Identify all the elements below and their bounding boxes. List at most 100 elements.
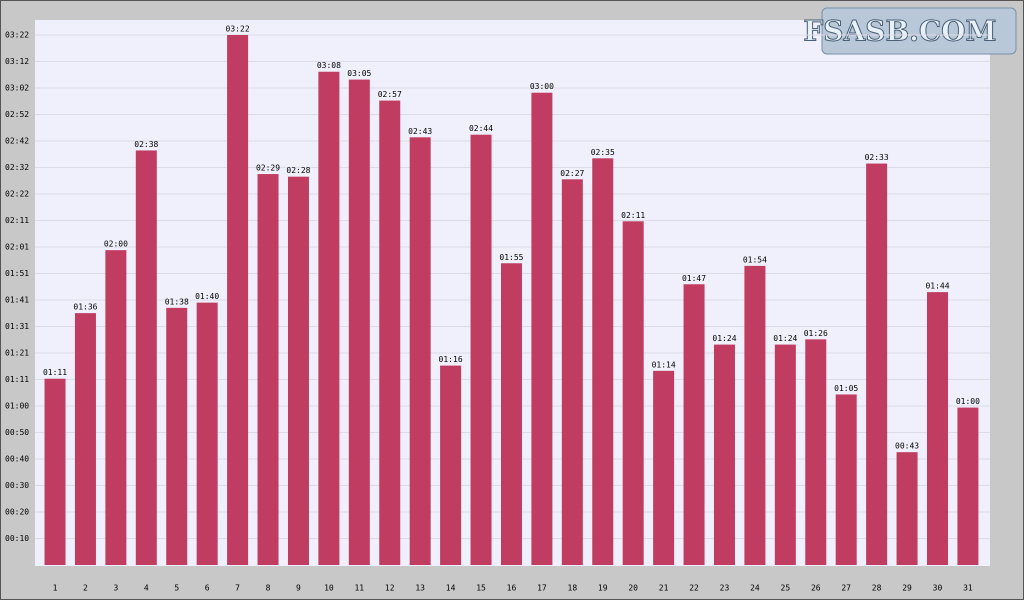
bar <box>866 163 888 565</box>
y-tick-label: 01:11 <box>5 375 29 384</box>
value-label: 02:27 <box>560 169 584 178</box>
y-tick-label: 01:00 <box>5 402 29 411</box>
value-label: 01:00 <box>956 397 980 406</box>
bar <box>926 292 948 565</box>
bar <box>805 339 827 565</box>
y-tick-label: 02:11 <box>5 216 29 225</box>
y-tick-label: 00:50 <box>5 428 29 437</box>
y-tick-label: 01:31 <box>5 322 29 331</box>
value-label: 01:24 <box>712 334 736 343</box>
x-tick-label: 22 <box>689 584 699 593</box>
bar <box>561 179 583 565</box>
x-tick-label: 1 <box>53 584 58 593</box>
value-label: 02:38 <box>134 140 158 149</box>
x-tick-label: 5 <box>174 584 179 593</box>
x-tick-label: 26 <box>811 584 821 593</box>
x-tick-label: 28 <box>872 584 882 593</box>
value-label: 01:36 <box>73 303 97 312</box>
y-tick-label: 01:51 <box>5 269 29 278</box>
x-tick-label: 15 <box>476 584 486 593</box>
x-tick-label: 17 <box>537 584 547 593</box>
y-tick-label: 00:30 <box>5 481 29 490</box>
bar <box>835 394 857 565</box>
value-label: 01:11 <box>43 368 67 377</box>
y-tick-label: 00:40 <box>5 455 29 464</box>
x-tick-label: 3 <box>113 584 118 593</box>
value-label: 02:29 <box>256 164 280 173</box>
value-label: 03:22 <box>226 25 250 34</box>
x-tick-label: 10 <box>324 584 334 593</box>
x-tick-label: 19 <box>598 584 608 593</box>
value-label: 02:33 <box>865 153 889 162</box>
x-tick-label: 24 <box>750 584 760 593</box>
bar <box>774 344 796 565</box>
y-tick-label: 02:32 <box>5 163 29 172</box>
value-label: 02:35 <box>591 148 615 157</box>
value-label: 01:44 <box>925 282 949 291</box>
y-tick-label: 00:20 <box>5 508 29 517</box>
value-label: 01:38 <box>165 297 189 306</box>
x-tick-label: 12 <box>385 584 395 593</box>
bar <box>744 265 766 565</box>
value-label: 01:16 <box>439 355 463 364</box>
value-label: 02:11 <box>621 211 645 220</box>
value-label: 03:08 <box>317 61 341 70</box>
x-tick-label: 25 <box>781 584 791 593</box>
x-tick-label: 27 <box>841 584 851 593</box>
bar <box>74 313 96 565</box>
y-tick-label: 03:22 <box>5 31 29 40</box>
x-tick-label: 11 <box>354 584 364 593</box>
x-tick-label: 16 <box>507 584 517 593</box>
value-label: 01:26 <box>804 329 828 338</box>
y-tick-label: 02:01 <box>5 243 29 252</box>
bar <box>409 137 431 566</box>
bar <box>44 378 66 565</box>
bar <box>348 79 370 566</box>
bar <box>592 158 614 565</box>
value-label: 02:44 <box>469 124 493 133</box>
bar <box>379 100 401 566</box>
value-label: 01:54 <box>743 255 767 264</box>
bar <box>896 452 918 565</box>
x-tick-label: 21 <box>659 584 669 593</box>
y-tick-label: 03:02 <box>5 84 29 93</box>
x-tick-label: 6 <box>205 584 210 593</box>
x-tick-label: 18 <box>568 584 578 593</box>
value-label: 01:40 <box>195 292 219 301</box>
y-tick-label: 03:12 <box>5 57 29 66</box>
x-tick-label: 13 <box>415 584 425 593</box>
x-tick-label: 29 <box>902 584 912 593</box>
bar <box>287 176 309 565</box>
x-tick-label: 23 <box>720 584 730 593</box>
logo-badge <box>821 7 1017 55</box>
y-tick-label: 00:10 <box>5 534 29 543</box>
x-tick-label: 14 <box>446 584 456 593</box>
bar <box>470 134 492 565</box>
logo-text: FSASB.COM <box>803 15 996 48</box>
value-label: 02:43 <box>408 127 432 136</box>
value-label: 02:00 <box>104 240 128 249</box>
value-label: 01:05 <box>834 384 858 393</box>
bar <box>318 71 340 566</box>
value-label: 02:28 <box>286 166 310 175</box>
y-tick-label: 02:42 <box>5 137 29 146</box>
bar <box>105 250 127 566</box>
value-label: 01:24 <box>773 334 797 343</box>
x-tick-label: 8 <box>266 584 271 593</box>
bar <box>196 302 218 565</box>
bar <box>957 407 979 565</box>
bar <box>500 263 522 565</box>
logo: FSASB.COM <box>803 7 1017 55</box>
value-label: 00:43 <box>895 442 919 451</box>
bar <box>653 370 675 565</box>
bar <box>713 344 735 565</box>
x-tick-label: 4 <box>144 584 149 593</box>
x-tick-label: 20 <box>628 584 638 593</box>
bar <box>531 92 553 565</box>
bar <box>440 365 462 565</box>
y-tick-label: 02:52 <box>5 110 29 119</box>
bar <box>257 174 279 566</box>
x-tick-label: 30 <box>933 584 943 593</box>
